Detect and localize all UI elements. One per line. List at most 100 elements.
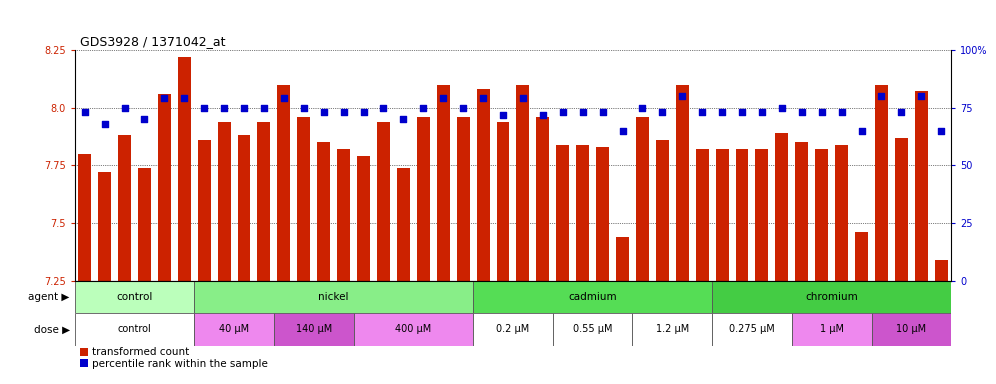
Bar xyxy=(635,117,649,281)
Bar xyxy=(75,313,194,346)
Point xyxy=(674,93,690,99)
Point xyxy=(495,111,511,118)
Bar xyxy=(914,91,927,281)
Point xyxy=(515,95,531,101)
Bar xyxy=(274,313,354,346)
Bar xyxy=(396,168,410,281)
Point xyxy=(435,95,451,101)
Bar xyxy=(556,145,570,281)
Point xyxy=(117,104,132,111)
Bar xyxy=(874,84,887,281)
Point xyxy=(156,95,172,101)
Bar xyxy=(257,121,270,281)
Text: cadmium: cadmium xyxy=(569,292,617,302)
Text: 140 μM: 140 μM xyxy=(296,324,332,334)
Point xyxy=(834,109,850,115)
Bar xyxy=(576,145,589,281)
Bar xyxy=(695,149,708,281)
Bar xyxy=(98,172,111,281)
Bar xyxy=(675,84,689,281)
Bar xyxy=(137,168,151,281)
Text: 0.275 μM: 0.275 μM xyxy=(729,324,775,334)
Bar xyxy=(297,117,311,281)
Point xyxy=(595,109,611,115)
Point xyxy=(136,116,152,122)
Point xyxy=(415,104,431,111)
Legend: transformed count, percentile rank within the sample: transformed count, percentile rank withi… xyxy=(80,347,268,369)
Point xyxy=(575,109,591,115)
Bar xyxy=(792,313,872,346)
Text: 40 μM: 40 μM xyxy=(219,324,249,334)
Bar xyxy=(78,154,92,281)
Bar xyxy=(632,313,712,346)
Bar xyxy=(934,260,947,281)
Bar xyxy=(712,281,951,313)
Bar xyxy=(775,133,788,281)
Point xyxy=(375,104,391,111)
Point xyxy=(933,127,949,134)
Point xyxy=(216,104,232,111)
Bar xyxy=(354,313,473,346)
Point xyxy=(256,104,272,111)
Bar xyxy=(197,140,211,281)
Point xyxy=(654,109,670,115)
Text: agent ▶: agent ▶ xyxy=(28,292,70,302)
Bar xyxy=(894,138,907,281)
Bar xyxy=(177,57,191,281)
Bar xyxy=(194,281,473,313)
Bar xyxy=(317,142,330,281)
Point xyxy=(196,104,212,111)
Text: 1 μM: 1 μM xyxy=(820,324,844,334)
Bar xyxy=(872,313,951,346)
Point xyxy=(77,109,93,115)
Bar xyxy=(476,89,489,281)
Text: nickel: nickel xyxy=(319,292,349,302)
Point xyxy=(714,109,730,115)
Bar xyxy=(456,117,470,281)
Bar xyxy=(616,237,629,281)
Point xyxy=(694,109,710,115)
Point xyxy=(276,95,292,101)
Text: control: control xyxy=(117,292,152,302)
Point xyxy=(774,104,790,111)
Bar xyxy=(237,136,250,281)
Bar xyxy=(416,117,429,281)
Bar xyxy=(473,313,553,346)
Bar xyxy=(473,281,712,313)
Bar xyxy=(217,121,230,281)
Point xyxy=(873,93,889,99)
Point xyxy=(794,109,810,115)
Text: 0.55 μM: 0.55 μM xyxy=(573,324,613,334)
Bar xyxy=(536,117,549,281)
Bar xyxy=(712,313,792,346)
Point xyxy=(615,127,630,134)
Point xyxy=(913,93,929,99)
Text: 10 μM: 10 μM xyxy=(896,324,926,334)
Text: 1.2 μM: 1.2 μM xyxy=(655,324,689,334)
Bar xyxy=(855,232,868,281)
Point xyxy=(176,95,192,101)
Point xyxy=(455,104,471,111)
Point xyxy=(336,109,352,115)
Bar xyxy=(516,84,530,281)
Bar xyxy=(795,142,808,281)
Bar xyxy=(497,121,510,281)
Point xyxy=(555,109,571,115)
Point xyxy=(814,109,830,115)
Point xyxy=(754,109,770,115)
Point xyxy=(475,95,491,101)
Point xyxy=(395,116,411,122)
Point xyxy=(535,111,551,118)
Bar xyxy=(357,156,371,281)
Point xyxy=(854,127,870,134)
Point xyxy=(236,104,252,111)
Bar xyxy=(337,149,351,281)
Bar xyxy=(596,147,610,281)
Text: chromium: chromium xyxy=(806,292,858,302)
Text: 400 μM: 400 μM xyxy=(395,324,431,334)
Bar xyxy=(157,94,171,281)
Point xyxy=(634,104,650,111)
Bar xyxy=(194,313,274,346)
Bar xyxy=(735,149,748,281)
Point xyxy=(893,109,909,115)
